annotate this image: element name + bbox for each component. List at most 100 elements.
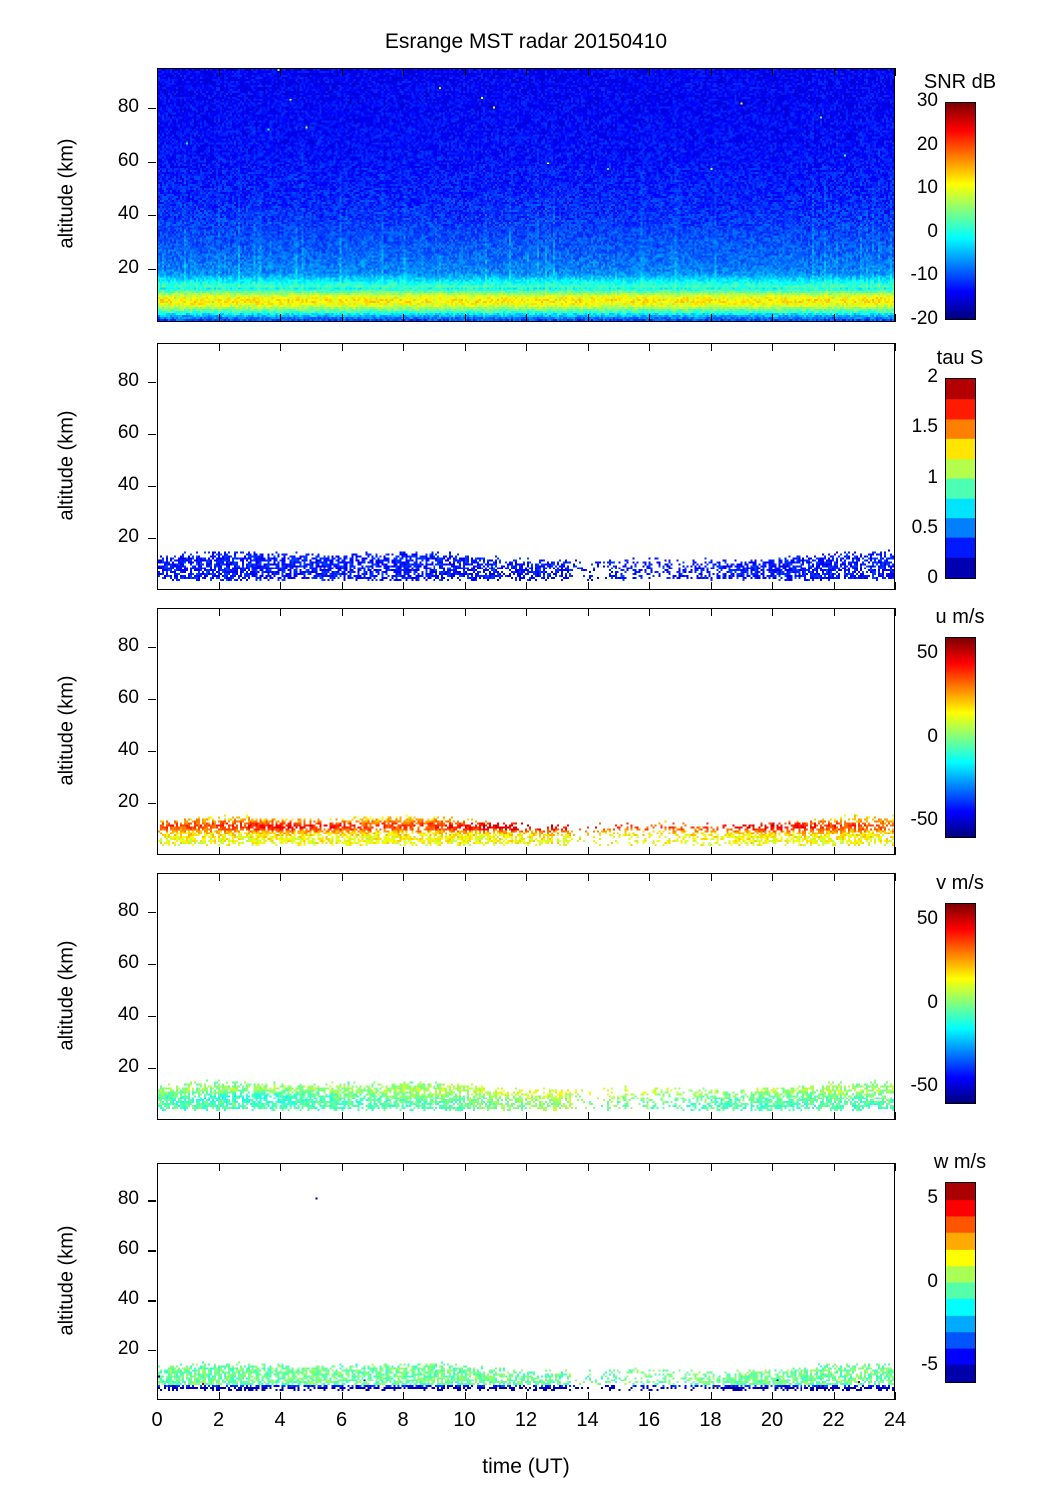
- x-tick-mark: [833, 847, 835, 855]
- colorbar-tick-label-w: 0: [927, 1270, 938, 1292]
- y-tick-mark: [148, 1350, 156, 1352]
- colorbar-canvas-u: [946, 638, 975, 837]
- y-tick-mark: [148, 215, 156, 217]
- x-tick-mark-top: [833, 873, 835, 881]
- x-tick-mark: [157, 582, 159, 590]
- colorbar-canvas-v: [946, 904, 975, 1103]
- x-tick-mark: [341, 847, 343, 855]
- x-tick-mark: [710, 847, 712, 855]
- y-tick-mark: [148, 699, 156, 701]
- y-tick-mark: [148, 486, 156, 488]
- colorbar-tick-label-w: 5: [927, 1186, 938, 1208]
- y-tick-mark: [148, 964, 156, 966]
- x-tick-mark-top: [710, 608, 712, 616]
- colorbar-tau: [945, 378, 976, 579]
- plot-panel-snr: [157, 68, 895, 322]
- x-tick-mark: [587, 1112, 589, 1120]
- x-tick-mark: [526, 1392, 528, 1400]
- x-tick-mark-top: [772, 343, 774, 351]
- y-tick-mark: [148, 647, 156, 649]
- heatmap-canvas-w: [158, 1164, 894, 1399]
- x-tick-mark-top: [218, 343, 220, 351]
- x-tick-mark-top: [403, 343, 405, 351]
- x-tick-mark: [526, 314, 528, 322]
- y-axis-label-snr: altitude (km): [55, 138, 78, 249]
- x-tick-mark: [649, 847, 651, 855]
- colorbar-tick-label-v: 50: [916, 907, 938, 929]
- x-tick-mark-top: [833, 343, 835, 351]
- colorbar-title-w: w m/s: [933, 1151, 987, 1173]
- y-tick-mark: [148, 1300, 156, 1302]
- x-tick-mark-top: [218, 608, 220, 616]
- x-tick-mark: [833, 314, 835, 322]
- page-title: Esrange MST radar 20150410: [384, 30, 668, 53]
- x-tick-mark: [833, 1112, 835, 1120]
- x-tick-mark-top: [587, 608, 589, 616]
- x-tick-mark: [710, 1112, 712, 1120]
- colorbar-title-snr: SNR dB: [923, 71, 997, 93]
- y-tick-mark: [148, 382, 156, 384]
- x-tick-label: 2: [212, 1409, 225, 1431]
- x-tick-mark: [157, 314, 159, 322]
- y-tick-label: 60: [117, 149, 139, 171]
- x-tick-mark-top: [157, 873, 159, 881]
- x-tick-mark: [587, 847, 589, 855]
- x-tick-label: 18: [699, 1409, 722, 1431]
- y-tick-label: 40: [117, 1004, 139, 1025]
- x-tick-mark-top: [587, 68, 589, 76]
- colorbar-tick-label-snr: -20: [910, 308, 938, 329]
- x-tick-mark: [772, 847, 774, 855]
- x-tick-mark: [218, 1392, 220, 1400]
- x-tick-mark-top: [772, 68, 774, 76]
- x-tick-mark: [587, 1392, 589, 1400]
- x-tick-mark-top: [895, 873, 897, 881]
- x-tick-mark: [710, 314, 712, 322]
- heatmap-canvas-v: [158, 874, 894, 1119]
- x-tick-mark: [526, 1112, 528, 1120]
- colorbar-snr: [945, 102, 976, 320]
- x-tick-mark-top: [464, 608, 466, 616]
- colorbar-tick-label-v: -50: [910, 1075, 938, 1097]
- x-tick-mark-top: [772, 873, 774, 881]
- y-tick-label: 60: [117, 1238, 139, 1260]
- x-tick-mark: [218, 1112, 220, 1120]
- x-tick-mark-top: [218, 873, 220, 881]
- x-tick-mark-top: [526, 1163, 528, 1171]
- y-tick-label: 80: [117, 1188, 139, 1210]
- x-tick-label: 14: [576, 1409, 599, 1431]
- x-tick-mark-top: [710, 68, 712, 76]
- y-tick-mark: [148, 434, 156, 436]
- heatmap-canvas-snr: [158, 69, 894, 321]
- colorbar-title-u: u m/s: [935, 606, 985, 628]
- colorbar-title-tau: tau S: [936, 347, 984, 369]
- x-tick-mark-top: [280, 608, 282, 616]
- y-tick-mark: [148, 803, 156, 805]
- y-tick-mark: [148, 161, 156, 163]
- y-axis-label-u: altitude (km): [55, 674, 78, 786]
- x-tick-mark-top: [526, 343, 528, 351]
- x-tick-mark: [280, 582, 282, 590]
- x-tick-mark: [403, 1112, 405, 1120]
- x-tick-mark-top: [649, 873, 651, 881]
- x-tick-mark-top: [833, 68, 835, 76]
- x-tick-mark-top: [833, 608, 835, 616]
- x-tick-mark-top: [157, 608, 159, 616]
- y-tick-label: 40: [117, 1288, 139, 1310]
- x-tick-mark-top: [280, 1163, 282, 1171]
- x-tick-label: 12: [514, 1409, 538, 1431]
- x-tick-mark: [587, 314, 589, 322]
- x-tick-label: 24: [883, 1409, 907, 1431]
- x-tick-mark-top: [341, 68, 343, 76]
- x-tick-mark-top: [280, 873, 282, 881]
- x-tick-mark: [464, 582, 466, 590]
- colorbar-tick-label-tau: 2: [927, 366, 938, 387]
- x-tick-mark: [341, 1112, 343, 1120]
- y-tick-label: 60: [117, 422, 139, 443]
- colorbar-tick-label-snr: 20: [916, 133, 938, 155]
- x-tick-mark: [218, 847, 220, 855]
- x-tick-mark: [341, 582, 343, 590]
- x-tick-mark: [280, 314, 282, 322]
- x-tick-mark-top: [587, 343, 589, 351]
- plot-panel-tau: [157, 343, 895, 590]
